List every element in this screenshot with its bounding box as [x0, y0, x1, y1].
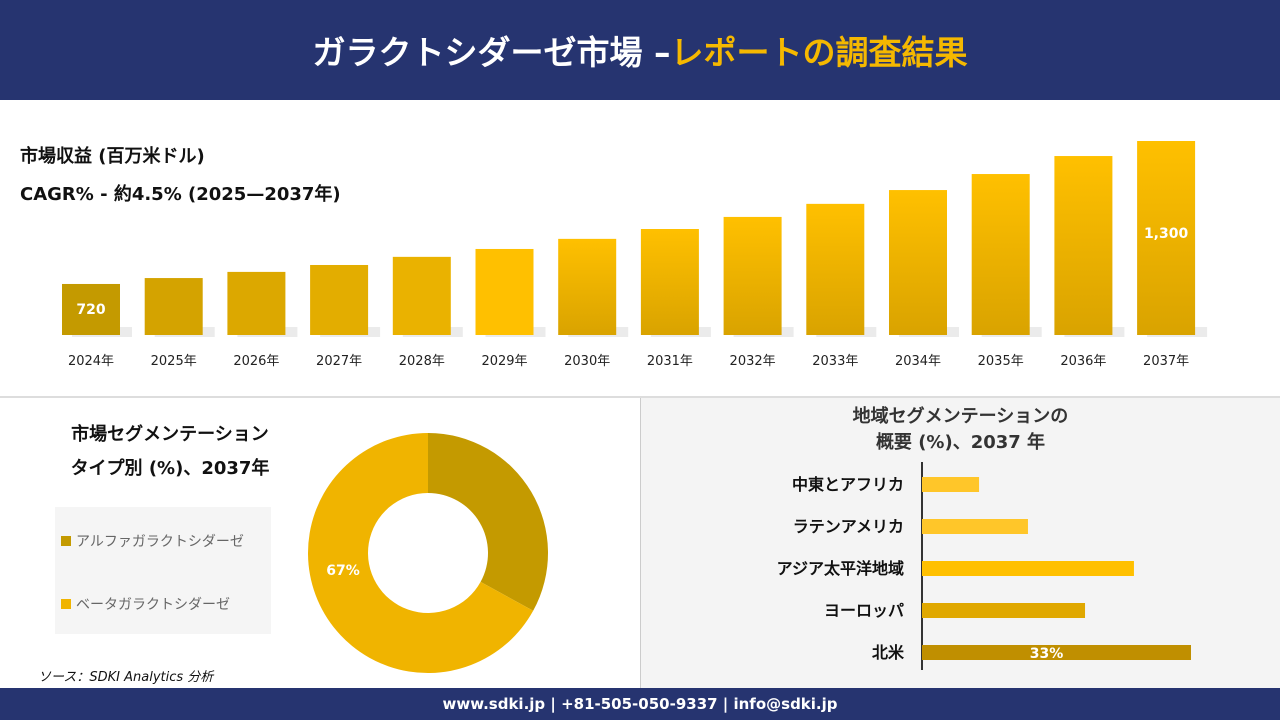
divider	[0, 396, 1280, 398]
revenue-bar	[392, 256, 451, 335]
year-label: 2027年	[316, 354, 362, 369]
revenue-bar	[971, 174, 1030, 335]
revenue-header: 市場収益 (百万米ドル) CAGR% - 約4.5% (2025—2037年)	[20, 138, 341, 214]
region-label: ラテンアメリカ	[793, 517, 904, 536]
revenue-bar	[889, 190, 947, 335]
revenue-bar	[558, 238, 617, 335]
revenue-bar	[62, 283, 120, 335]
legend-swatch	[61, 536, 71, 546]
legend-label: アルファガラクトシダーゼ	[76, 534, 244, 550]
revenue-bar	[310, 264, 369, 335]
revenue-title: 市場収益 (百万米ドル)	[20, 146, 205, 167]
type-title-line2: タイプ別 (%)、2037年	[70, 458, 270, 479]
region-bar	[922, 519, 1028, 534]
cagr-text: CAGR% - 約4.5% (2025—2037年)	[20, 184, 341, 205]
legend-item-beta: ベータガラクトシダーゼ	[61, 594, 230, 614]
donut-legend: アルファガラクトシダーゼ ベータガラクトシダーゼ	[55, 507, 271, 634]
legend-swatch	[61, 599, 71, 609]
donut-slice	[308, 433, 534, 673]
year-label: 2036年	[1060, 354, 1106, 369]
type-donut-chart: 67%	[308, 433, 548, 673]
source-note: ソース：SDKI Analytics 分析	[38, 670, 214, 685]
legend-item-alpha: アルファガラクトシダーゼ	[61, 531, 244, 551]
revenue-bar	[475, 248, 534, 335]
region-title-line1: 地域セグメンテーションの	[852, 406, 1069, 427]
title-accent: レポートの調査結果	[670, 33, 968, 72]
year-label: 2031年	[647, 354, 693, 369]
title-main: ガラクトシダーゼ市場 –	[312, 33, 671, 72]
year-label: 2033年	[812, 354, 858, 369]
region-label: ヨーロッパ	[824, 601, 904, 620]
region-panel: 中東とアフリカ ラテンアメリカアジア太平洋地域ヨーロッパ北米 33% 地域セグメンテ…	[640, 398, 1280, 688]
year-label: 2025年	[151, 354, 197, 369]
revenue-bar	[1054, 156, 1113, 335]
year-label: 2026年	[233, 354, 279, 369]
region-bar	[922, 561, 1134, 576]
year-label: 2030年	[564, 354, 610, 369]
region-label: 中東とアフリカ	[792, 475, 904, 494]
region-label: アジア太平洋地域	[777, 559, 904, 578]
revenue-bar	[723, 216, 782, 335]
header-banner: ガラクトシダーゼ市場 – レポートの調査結果	[0, 0, 1280, 100]
year-label: 2034年	[895, 354, 941, 369]
region-title-line2: 概要 (%)、2037 年	[875, 432, 1046, 453]
year-label: 2037年	[1143, 354, 1189, 369]
type-title-line1: 市場セグメンテーション	[71, 424, 269, 445]
region-bar	[922, 645, 1191, 660]
legend-label: ベータガラクトシダーゼ	[76, 597, 230, 613]
year-label: 2032年	[730, 354, 776, 369]
revenue-bar	[640, 229, 699, 335]
year-label: 2029年	[481, 354, 527, 369]
region-title: 地域セグメンテーションの 概要 (%)、2037 年	[641, 404, 1280, 456]
year-label: 2024年	[68, 354, 114, 369]
type-segment-title: 市場セグメンテーション タイプ別 (%)、2037年	[40, 418, 300, 486]
donut-slice	[428, 433, 548, 611]
revenue-bar	[1137, 141, 1196, 335]
donut-value-label: 67%	[326, 563, 360, 579]
footer-contact: www.sdki.jp | +81-505-050-9337 | info@sd…	[0, 688, 1280, 720]
revenue-bar	[144, 278, 203, 335]
year-label: 2035年	[978, 354, 1024, 369]
revenue-bar	[227, 271, 286, 335]
region-value-label: 33%	[1030, 646, 1064, 662]
region-bar	[922, 477, 980, 492]
region-bar	[922, 603, 1086, 618]
year-label: 2028年	[399, 354, 445, 369]
region-label: 北米	[872, 643, 905, 662]
bar-value-label: 1,300	[1144, 226, 1189, 242]
bar-value-label: 720	[76, 302, 105, 318]
revenue-bar-chart: 2024年 720 2025年 2026年 2027年 2028年 2029年 2030年 20…	[62, 141, 1208, 369]
revenue-bar	[806, 203, 865, 335]
